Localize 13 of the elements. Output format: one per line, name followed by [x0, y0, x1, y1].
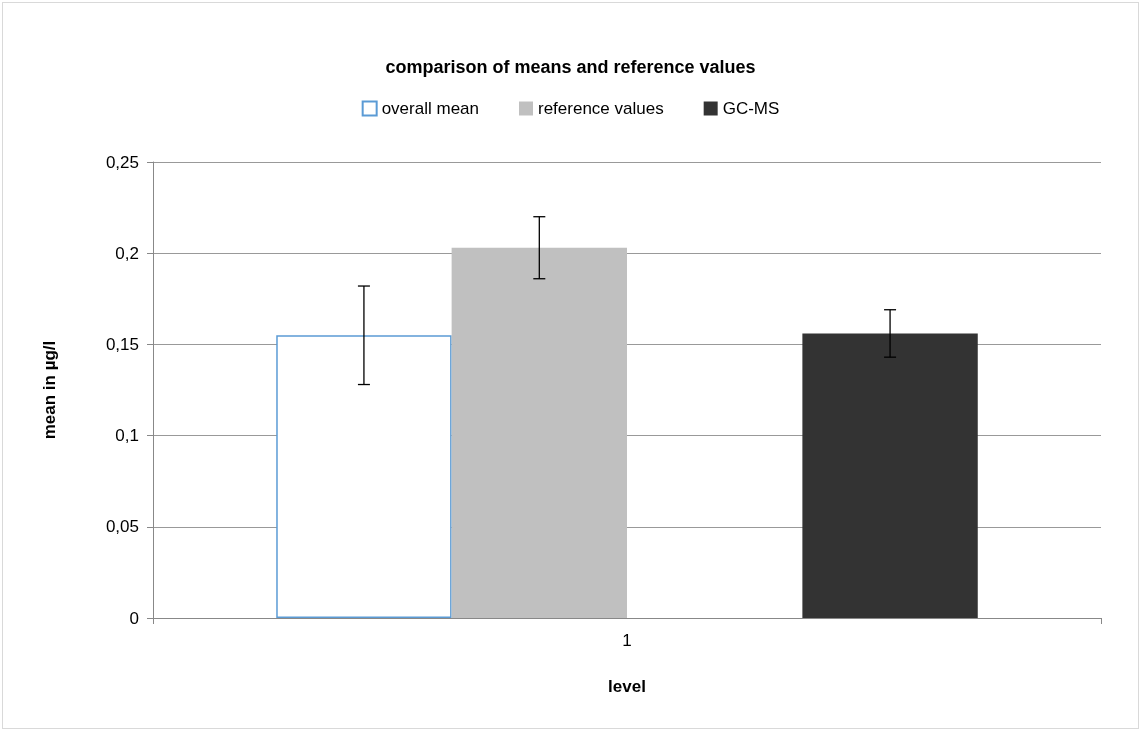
x-axis-title: level [608, 677, 646, 696]
legend-label: overall mean [381, 99, 479, 118]
y-tick-label: 0 [129, 608, 139, 628]
chart-title: comparison of means and reference values [385, 57, 756, 77]
y-tick-label: 0,05 [105, 517, 139, 537]
y-tick-label: 0,25 [105, 152, 139, 172]
legend-label: reference values [537, 99, 664, 118]
x-tick-label: 1 [622, 631, 632, 650]
y-tick-label: 0,15 [105, 334, 139, 354]
y-axis-title: mean in µg/l [40, 340, 59, 440]
y-tick-label: 0,1 [115, 426, 139, 446]
y-tick-label: 0,2 [115, 243, 139, 263]
legend-label: GC-MS [722, 99, 780, 118]
